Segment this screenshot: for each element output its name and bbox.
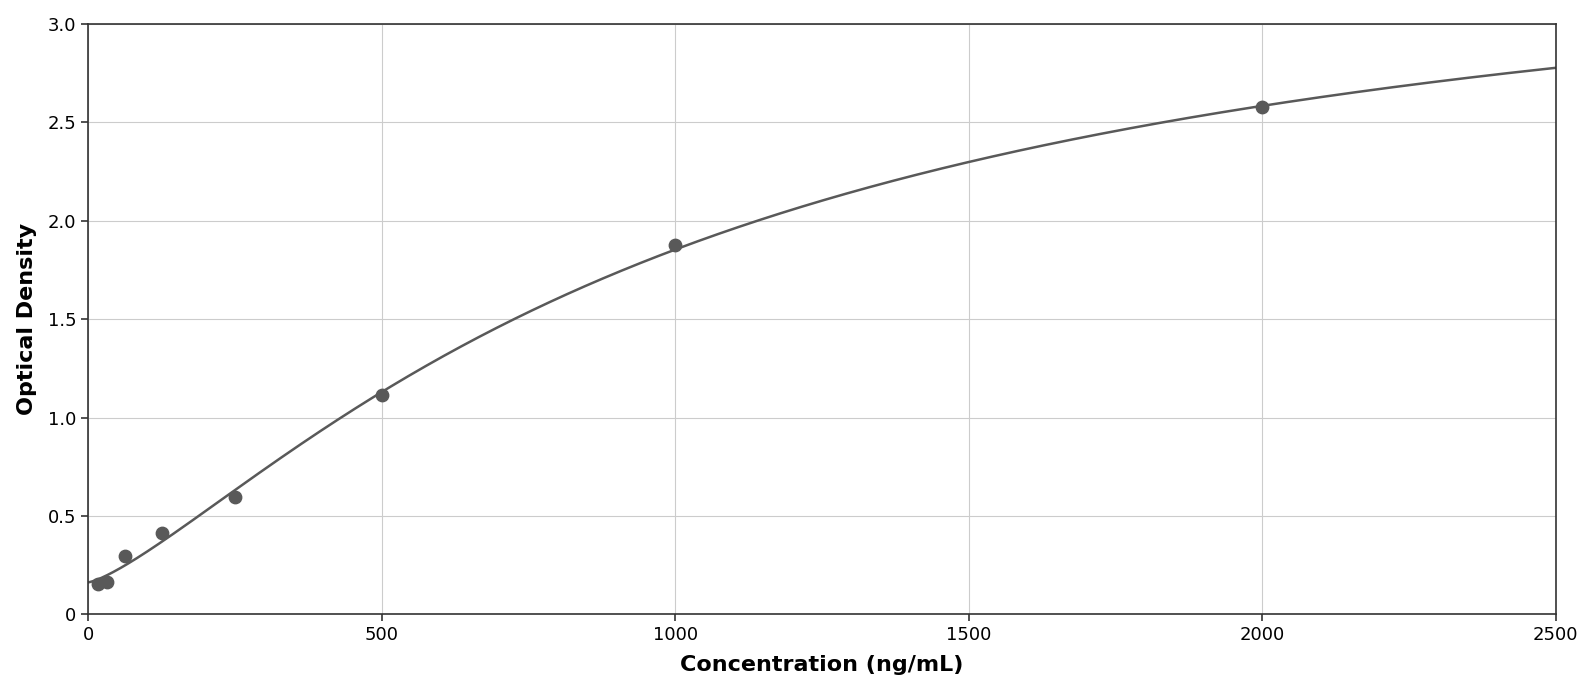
Point	[368, 390, 394, 401]
Point	[112, 551, 137, 562]
Point	[148, 527, 174, 538]
Point	[662, 239, 687, 251]
Point	[222, 492, 247, 503]
Y-axis label: Optical Density: Optical Density	[16, 223, 37, 415]
Point	[1249, 102, 1274, 113]
Point	[94, 576, 120, 588]
Point	[85, 579, 110, 590]
X-axis label: Concentration (ng/mL): Concentration (ng/mL)	[681, 655, 963, 675]
